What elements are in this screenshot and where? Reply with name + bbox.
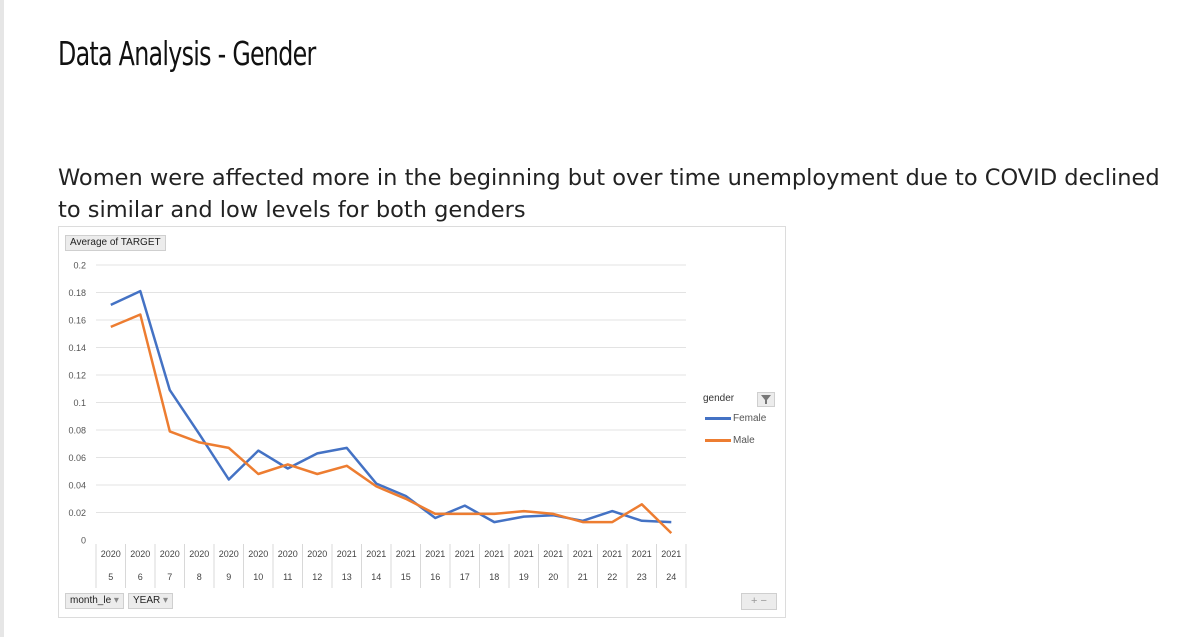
x-year-label: 2020: [307, 549, 327, 559]
y-tick-label: 0.14: [68, 343, 86, 353]
x-year-label: 2021: [337, 549, 357, 559]
x-month-label: 14: [371, 572, 381, 582]
x-month-label: 23: [637, 572, 647, 582]
slide-subtitle: Women were affected more in the beginnin…: [58, 165, 1160, 223]
y-tick-label: 0.08: [68, 426, 86, 436]
left-border: [0, 0, 4, 637]
y-tick-label: 0.2: [73, 261, 86, 271]
legend-filter-button[interactable]: [757, 392, 775, 407]
legend-item-male[interactable]: Male: [705, 435, 755, 446]
x-month-label: 15: [401, 572, 411, 582]
x-year-label: 2021: [661, 549, 681, 559]
x-year-label: 2020: [189, 549, 209, 559]
x-month-label: 18: [489, 572, 499, 582]
gridlines: [96, 264, 686, 513]
x-month-label: 9: [226, 572, 231, 582]
x-year-label: 2021: [484, 549, 504, 559]
x-year-label: 2020: [160, 549, 180, 559]
y-tick-label: 0.04: [68, 481, 86, 491]
x-year-label: 2021: [543, 549, 563, 559]
x-axis-categories: 2020520206202072020820209202010202011202…: [95, 544, 687, 588]
slide-title: Data Analysis - Gender: [58, 34, 316, 73]
x-month-label: 20: [548, 572, 558, 582]
y-tick-label: 0.06: [68, 453, 86, 463]
y-tick-label: 0.02: [68, 508, 86, 518]
x-year-label: 2021: [514, 549, 534, 559]
zoom-buttons[interactable]: + −: [741, 593, 777, 610]
x-year-label: 2020: [130, 549, 150, 559]
series-lines: [110, 289, 673, 534]
x-month-label: 6: [138, 572, 143, 582]
x-year-label: 2020: [101, 549, 121, 559]
x-month-label: 21: [578, 572, 588, 582]
filter-icon: [761, 395, 771, 404]
value-field-button[interactable]: Average of TARGET: [65, 235, 166, 251]
x-month-label: 11: [283, 572, 292, 582]
x-year-label: 2021: [366, 549, 386, 559]
y-tick-label: 0.18: [68, 288, 86, 298]
axis-field-month-button[interactable]: month_le ▾: [65, 593, 124, 609]
x-month-label: 17: [460, 572, 470, 582]
x-month-label: 7: [167, 572, 172, 582]
legend-field-label: gender: [703, 393, 735, 404]
axis-field-year-button[interactable]: YEAR ▾: [128, 593, 174, 609]
x-year-label: 2021: [425, 549, 445, 559]
axis-field-year-label: YEAR: [133, 595, 161, 606]
x-year-label: 2021: [573, 549, 593, 559]
legend-item-female[interactable]: Female: [705, 413, 766, 424]
x-month-label: 16: [430, 572, 440, 582]
legend-label-female: Female: [733, 413, 767, 424]
x-year-label: 2021: [632, 549, 652, 559]
legend-swatch-female: [705, 417, 731, 420]
x-year-label: 2020: [219, 549, 239, 559]
x-year-label: 2020: [278, 549, 298, 559]
x-month-label: 22: [607, 572, 617, 582]
legend-swatch-male: [705, 439, 731, 442]
x-year-label: 2021: [602, 549, 622, 559]
series-line-female: [110, 289, 672, 524]
x-month-label: 12: [312, 572, 322, 582]
x-month-label: 10: [253, 572, 263, 582]
x-year-label: 2021: [455, 549, 475, 559]
y-tick-label: 0.16: [68, 316, 86, 326]
legend-label-male: Male: [733, 435, 755, 446]
x-month-label: 19: [519, 572, 529, 582]
y-tick-label: 0: [81, 536, 86, 546]
axis-field-month-label: month_le: [70, 595, 112, 606]
series-line-male: [110, 313, 673, 534]
x-year-label: 2021: [396, 549, 416, 559]
dropdown-icon: ▾: [163, 595, 169, 606]
x-month-label: 24: [666, 572, 676, 582]
dropdown-icon: ▾: [113, 595, 119, 606]
x-month-label: 8: [197, 572, 202, 582]
x-month-label: 13: [342, 572, 352, 582]
x-month-label: 5: [108, 572, 113, 582]
x-year-label: 2020: [248, 549, 268, 559]
y-tick-label: 0.1: [73, 398, 86, 408]
pivot-chart-frame[interactable]: [58, 226, 786, 618]
y-axis-ticks: 0 0.02 0.04 0.06 0.08 0.1 0.12 0.14 0.16 0.18 0.2: [68, 261, 86, 546]
y-tick-label: 0.12: [68, 371, 86, 381]
